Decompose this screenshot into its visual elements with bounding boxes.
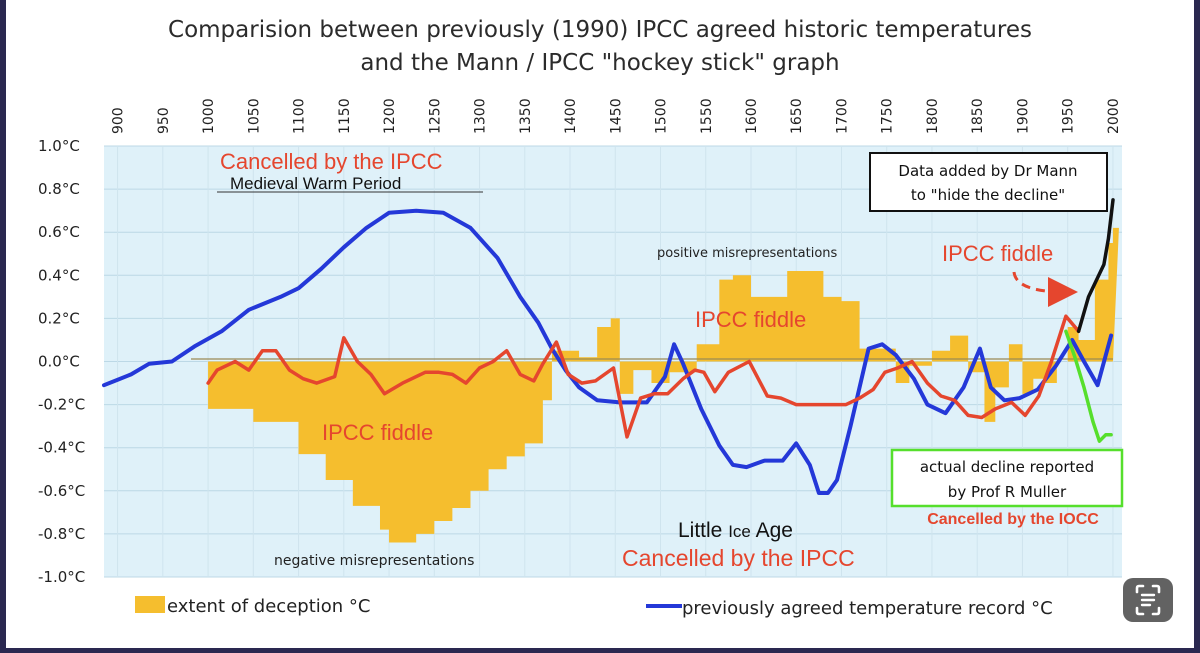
mann-box-line-2: to "hide the decline" (911, 186, 1065, 204)
x-tick-label: 1000 (201, 98, 217, 134)
lens-button[interactable] (1123, 578, 1173, 622)
y-tick-label: 0.2°C (38, 309, 80, 327)
x-tick-label: 1150 (337, 98, 353, 134)
x-tick-label: 1750 (880, 98, 896, 134)
agreed-temperature-line (102, 208, 1114, 495)
muller-box (890, 448, 1124, 508)
y-tick-label: 0.6°C (38, 223, 80, 241)
legend-agreed-label: previously agreed temperature record °C (682, 598, 1053, 619)
y-tick-label: -0.6°C (38, 482, 85, 500)
mann-data-box (869, 152, 1108, 212)
x-tick-label: 1400 (563, 98, 579, 134)
x-tick-label: 1800 (925, 98, 941, 134)
x-tick-label: 1450 (608, 98, 624, 134)
y-tick-label: -0.4°C (38, 439, 85, 457)
series-lines (102, 198, 1115, 495)
x-tick-label: 1350 (518, 98, 534, 134)
x-tick-label: 1950 (1061, 98, 1077, 134)
x-tick-label: 1700 (834, 98, 850, 134)
lia-word-age: Age (751, 519, 793, 542)
annotation-cancelled-mwp: Cancelled by the IPCC (220, 149, 443, 174)
x-tick-label: 1200 (382, 98, 398, 134)
deception-area (208, 227, 1119, 543)
y-tick-label: 0.8°C (38, 180, 80, 198)
x-tick-label: 1100 (292, 98, 308, 134)
chart-title: Comparision between previously (1990) IP… (6, 14, 1194, 80)
lens-icon (1135, 584, 1161, 616)
x-tick-label: 2000 (1106, 98, 1122, 134)
x-tick-labels: 900 950 1000 1050 1100 1150 1200 1250 1300 1350 14… (111, 98, 1122, 134)
annotation-cancelled-lia: Cancelled by the IPCC (622, 545, 855, 571)
muller-decline-line (1064, 329, 1113, 443)
y-tick-label: 0.0°C (38, 353, 80, 371)
x-tick-label: 900 (111, 107, 127, 134)
annotation-cancelled-iocc: Cancelled by the IOCC (927, 511, 1099, 528)
x-tick-label: 1050 (246, 98, 262, 134)
annotation-positive-misrepresentations: positive misrepresentations (657, 246, 838, 261)
annotation-ipcc-fiddle-right: IPCC fiddle (942, 241, 1053, 266)
x-tick-label: 1550 (699, 98, 715, 134)
x-tick-label: 1300 (473, 98, 489, 134)
title-line-2: and the Mann / IPCC "hockey stick" graph (360, 50, 840, 76)
y-tick-label: 0.4°C (38, 266, 80, 284)
x-tick-label: 1250 (427, 98, 443, 134)
annotation-ipcc-fiddle-left: IPCC fiddle (322, 420, 433, 445)
legend-deception-label: extent of deception °C (167, 596, 370, 617)
y-tick-label: 1.0°C (38, 137, 80, 155)
annotation-ipcc-fiddle-mid: IPCC fiddle (695, 307, 806, 332)
lia-word-ice: Ice (728, 522, 751, 541)
x-tick-label: 1600 (744, 98, 760, 134)
mann-ipcc-line (206, 314, 1081, 439)
x-tick-label: 1900 (1015, 98, 1031, 134)
annotation-negative-misrepresentations: negative misrepresentations (274, 553, 474, 569)
title-line-1: Comparision between previously (1990) IP… (168, 17, 1032, 43)
muller-box-line-1: actual decline reported (920, 458, 1094, 476)
y-tick-label: -0.2°C (38, 396, 85, 414)
chart-card: Comparision between previously (1990) IP… (6, 0, 1194, 648)
chart-svg: 900 950 1000 1050 1100 1150 1200 1250 1300 1350 14… (38, 98, 1124, 619)
y-tick-labels: 1.0°C 0.8°C 0.6°C 0.4°C 0.2°C 0.0°C -0.2°C -0.4… (38, 137, 85, 586)
x-tick-label: 950 (156, 107, 172, 134)
mann-added-data-line (1076, 198, 1115, 334)
x-tick-label: 1850 (970, 98, 986, 134)
annotation-medieval-warm-period: Medieval Warm Period (230, 174, 401, 193)
annotation-little-ice-age: Little Ice Age (678, 519, 793, 542)
legend-deception-swatch (135, 596, 165, 613)
x-tick-label: 1500 (654, 98, 670, 134)
x-tick-label: 1650 (789, 98, 805, 134)
y-tick-label: -1.0°C (38, 568, 85, 586)
fiddle-arrow (1012, 271, 1078, 307)
mann-box-line-1: Data added by Dr Mann (898, 162, 1077, 180)
muller-box-line-2: by Prof R Muller (948, 483, 1067, 501)
y-tick-label: -0.8°C (38, 525, 85, 543)
lia-word-little: Little (678, 519, 728, 542)
deception-area-path (208, 227, 1119, 543)
